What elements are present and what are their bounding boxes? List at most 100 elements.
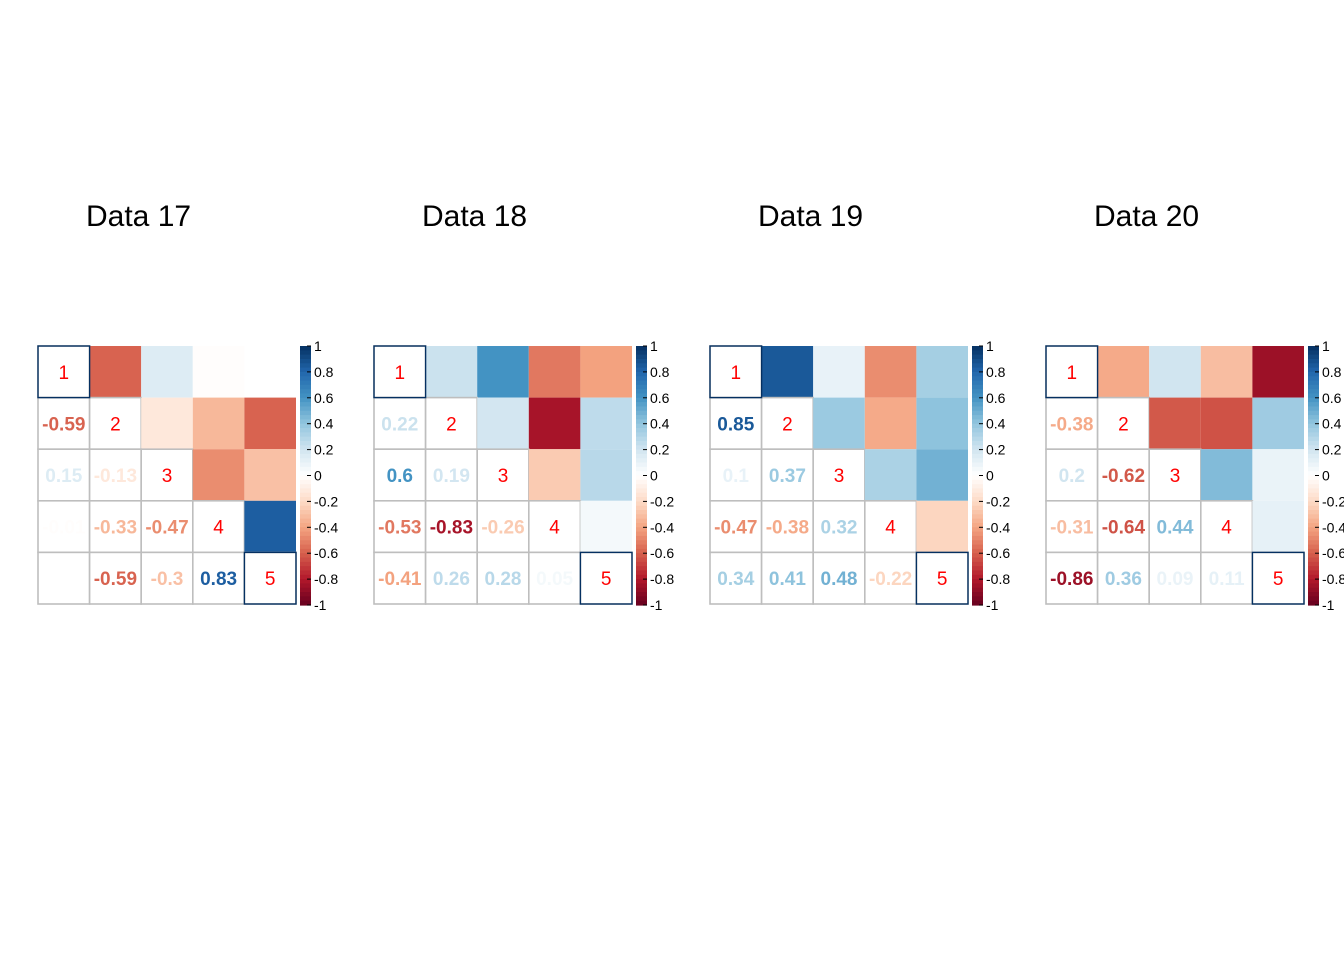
color-cell: [477, 346, 529, 398]
colorbar-segment: [636, 488, 647, 494]
variable-label: 5: [601, 569, 612, 590]
colorbar-tick-label: 0.8: [986, 364, 1006, 380]
colorbar-segment: [972, 522, 983, 528]
colorbar-segment: [300, 561, 311, 567]
correlation-value: -0.62: [1102, 466, 1145, 487]
colorbar-segment: [636, 475, 647, 481]
diagonal-outline: [579, 551, 633, 605]
color-cell: [528, 449, 581, 501]
correlation-value: 0.36: [1105, 569, 1142, 590]
colorbar-segment: [300, 471, 311, 477]
colorbar-segment: [1308, 579, 1319, 585]
correlation-value: -0.22: [869, 569, 912, 590]
number-cell: [812, 551, 866, 605]
variable-label: 3: [1170, 466, 1181, 487]
colorbar-segment: [972, 557, 983, 563]
colorbar-segment: [1308, 479, 1319, 485]
color-cell: [864, 397, 917, 450]
colorbar-segment: [300, 406, 311, 412]
colorbar-segment: [300, 397, 311, 403]
colorbar-segment: [636, 570, 647, 576]
variable-label: 1: [59, 363, 70, 384]
variable-label: 1: [1067, 363, 1078, 384]
colorbar-segment: [300, 410, 311, 416]
number-cell: [760, 551, 814, 605]
colorbar-tick-label: -0.4: [986, 519, 1010, 535]
colorbar-segment: [972, 371, 983, 377]
colorbar-segment: [636, 514, 647, 520]
colorbar-segment: [636, 453, 647, 459]
colorbar-segment: [636, 522, 647, 528]
colorbar-segment: [300, 376, 311, 382]
correlation-value: -0.3: [151, 569, 184, 590]
colorbar-segment: [972, 419, 983, 425]
color-cell: [244, 397, 296, 450]
correlation-value: 0.09: [1157, 569, 1194, 590]
colorbar-segment: [1308, 548, 1319, 554]
color-cell: [425, 346, 478, 398]
colorbar-segment: [636, 548, 647, 554]
color-cell: [580, 346, 632, 398]
correlation-value: 0.83: [200, 569, 237, 590]
correlation-value: 0.28: [485, 569, 522, 590]
colorbar-segment: [972, 475, 983, 481]
variable-label: 2: [1118, 414, 1129, 435]
colorbar-segment: [972, 376, 983, 382]
colorbar-segment: [1308, 505, 1319, 511]
colorbar-segment: [972, 350, 983, 356]
variable-label: 2: [110, 414, 121, 435]
colorbar-segment: [972, 497, 983, 502]
colorbar-segment: [636, 440, 647, 446]
color-cell: [916, 346, 968, 398]
colorbar-segment: [300, 522, 311, 528]
colorbar-tick-label: -0.6: [314, 545, 338, 561]
colorbar-segment: [636, 419, 647, 425]
colorbar-segment: [636, 497, 647, 502]
variable-label: 3: [162, 466, 173, 487]
colorbar-tick-label: 0.4: [1322, 416, 1342, 432]
colorbar-segment: [300, 363, 311, 369]
colorbar-segment: [1308, 540, 1319, 546]
colorbar-segment: [1308, 596, 1319, 602]
colorbar-tick-label: 1: [986, 338, 994, 354]
color-cell: [192, 346, 245, 398]
colorbar-segment: [636, 371, 647, 377]
colorbar-segment: [1308, 531, 1319, 537]
colorbar-segment: [636, 436, 647, 442]
colorbar-segment: [1308, 471, 1319, 477]
colorbar-segment: [972, 553, 983, 559]
colorbar-segment: [636, 415, 647, 420]
colorbar-segment: [972, 354, 983, 360]
number-cell: [37, 396, 91, 451]
color-cell: [192, 449, 245, 501]
colorbar-segment: [636, 579, 647, 585]
correlation-value: -0.47: [145, 518, 188, 539]
correlation-value: 0.05: [536, 569, 573, 590]
colorbar-segment: [972, 428, 983, 433]
number-cell: [140, 448, 194, 502]
diagonal-outline: [709, 345, 763, 399]
color-cell: [916, 449, 968, 501]
color-cell: [1149, 397, 1201, 450]
color-cell: [244, 346, 296, 398]
colorbar-segment: [636, 363, 647, 369]
colorbar-segment: [1308, 406, 1319, 412]
correlation-value: 0.26: [433, 569, 470, 590]
colorbar-segment: [972, 479, 983, 485]
color-cell: [580, 500, 632, 553]
colorbar-segment: [1308, 384, 1319, 390]
color-cell: [192, 397, 245, 450]
colorbar-segment: [1308, 367, 1319, 373]
correlation-value: 0.85: [717, 414, 754, 435]
colorbar-segment: [300, 497, 311, 502]
colorbar-segment: [972, 410, 983, 416]
number-cell: [373, 345, 427, 399]
colorbar-segment: [300, 535, 311, 541]
color-cell: [141, 346, 193, 398]
number-cell: [424, 551, 479, 605]
variable-label: 2: [782, 414, 793, 435]
colorbar-segment: [972, 445, 983, 451]
colorbar-segment: [636, 423, 647, 429]
colorbar-segment: [1308, 432, 1319, 438]
colorbar-segment: [636, 384, 647, 390]
